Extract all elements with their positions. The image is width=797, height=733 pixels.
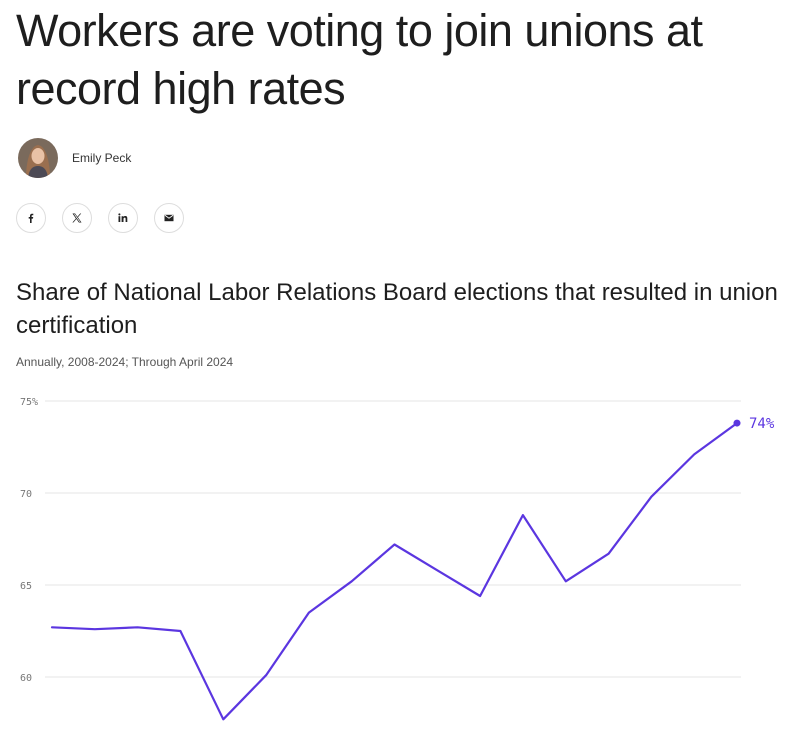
share-bar [16, 203, 184, 233]
y-tick-label: 65 [20, 581, 32, 592]
author-avatar[interactable] [18, 138, 58, 178]
author-name[interactable]: Emily Peck [72, 151, 132, 165]
end-value-label: 74% [749, 416, 775, 432]
y-axis-ticks: 75% 70 65 60 [20, 397, 38, 684]
chart-gridlines [45, 400, 741, 678]
chart-series: 74% [50, 416, 775, 721]
x-icon [72, 213, 82, 223]
avatar-image [18, 138, 58, 178]
chart-subtitle: Annually, 2008-2024; Through April 2024 [16, 355, 234, 369]
chart-title: Share of National Labor Relations Board … [16, 279, 778, 339]
share-facebook-button[interactable] [16, 203, 46, 233]
share-linkedin-button[interactable] [108, 203, 138, 233]
headline: Workers are voting to join unions at rec… [16, 5, 703, 114]
y-tick-label: 70 [20, 489, 32, 500]
share-x-button[interactable] [62, 203, 92, 233]
linkedin-icon [118, 213, 128, 222]
line-chart: 75% 70 65 60 74% [20, 397, 775, 721]
share-email-button[interactable] [154, 203, 184, 233]
email-icon [164, 214, 174, 222]
series-line [50, 421, 739, 721]
author-byline: Emily Peck [18, 138, 131, 178]
y-tick-label: 60 [20, 673, 32, 684]
end-point-marker[interactable] [733, 419, 741, 427]
facebook-icon [28, 213, 34, 223]
y-tick-label: 75% [20, 397, 38, 408]
